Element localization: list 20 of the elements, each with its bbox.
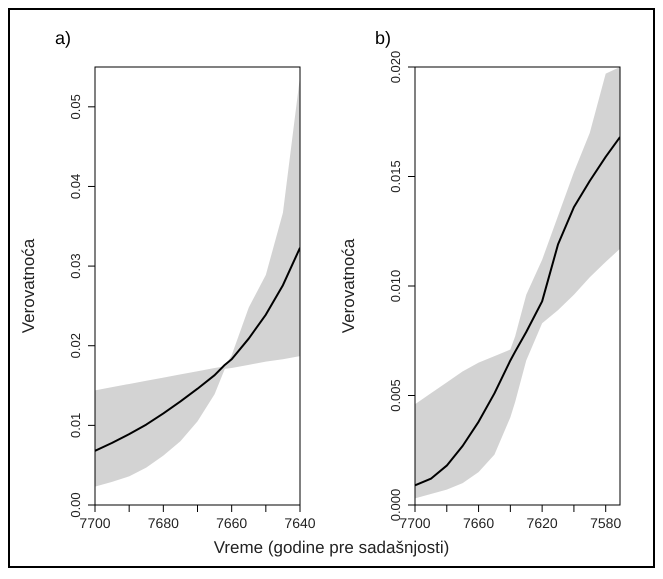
x-tick-label: 7660: [216, 514, 248, 531]
y-tick-label: 0.04: [68, 174, 83, 200]
x-axis-title: Vreme (godine pre sadašnjosti): [212, 538, 450, 558]
y-tick-label: 0.010: [388, 270, 403, 302]
y-tick-label: 0.05: [68, 94, 83, 120]
x-tick-label: 7660: [462, 514, 494, 531]
x-tick-label: 7640: [284, 514, 316, 531]
chart-title: a): [55, 28, 72, 49]
x-tick-label: 7680: [148, 514, 180, 531]
y-tick-label: 0.005: [388, 379, 403, 412]
y-tick-label: 0.01: [68, 412, 83, 438]
y-tick-label: 0.02: [68, 333, 83, 358]
x-tick-label: 7620: [526, 514, 558, 531]
y-tick-label: 0.020: [388, 50, 403, 84]
x-tick-label: 7580: [590, 514, 622, 531]
y-axis-title: Verovatnoća: [19, 238, 38, 334]
y-tick-label: 0.03: [68, 253, 83, 279]
chart-title: b): [375, 28, 392, 49]
y-tick-label: 0.015: [388, 160, 403, 193]
y-axis-title: Verovatnoća: [339, 238, 358, 334]
